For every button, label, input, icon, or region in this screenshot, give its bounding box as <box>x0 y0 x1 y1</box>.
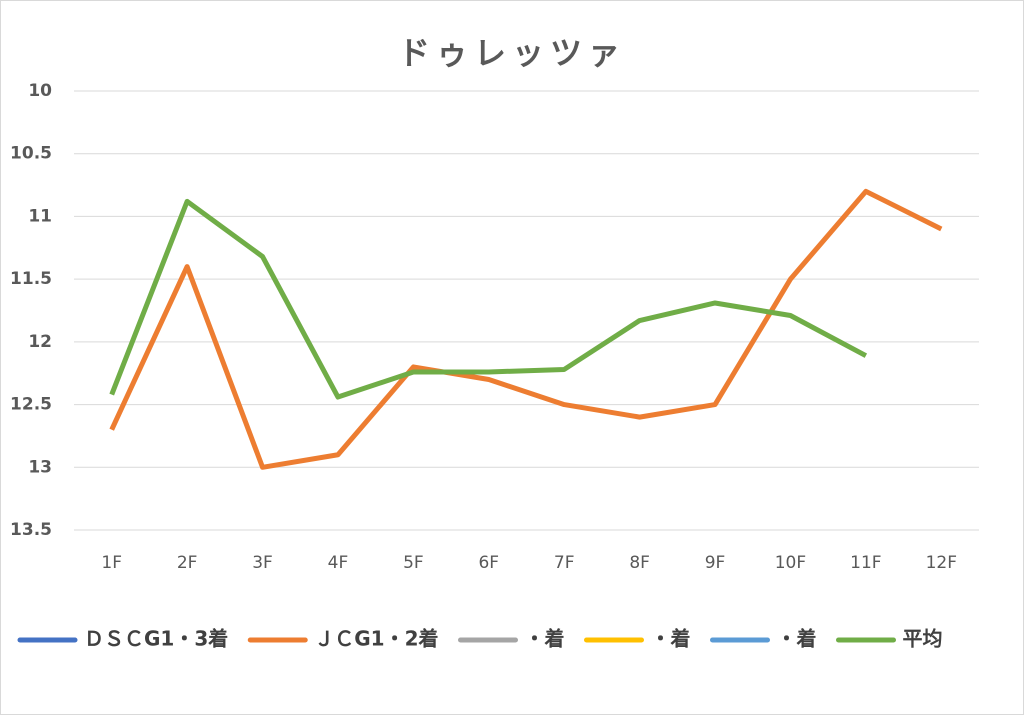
x-tick-label: 12F <box>926 553 957 573</box>
x-tick-label: 3F <box>252 553 273 573</box>
chart-title: ドゥレッツァ <box>398 34 626 72</box>
x-tick-label: 7F <box>554 553 575 573</box>
y-tick-label: 11.5 <box>10 269 52 289</box>
x-tick-label: 1F <box>101 553 122 573</box>
y-tick-label: 13.5 <box>10 520 52 540</box>
legend-label: ・着 <box>777 627 817 651</box>
x-tick-label: 11F <box>850 553 881 573</box>
y-tick-label: 12 <box>28 332 52 352</box>
x-tick-label: 5F <box>403 553 424 573</box>
legend-label: ・着 <box>525 627 565 651</box>
x-tick-label: 8F <box>629 553 650 573</box>
x-tick-label: 10F <box>775 553 806 573</box>
legend-label: ＪＣG1・2着 <box>314 627 438 651</box>
y-tick-label: 10 <box>28 81 52 101</box>
y-tick-label: 10.5 <box>10 144 52 164</box>
x-tick-label: 9F <box>705 553 726 573</box>
legend-label: ・着 <box>651 627 691 651</box>
y-tick-label: 13 <box>28 457 52 477</box>
series-line <box>109 188 943 470</box>
legend-label: ＤＳＣG1・3着 <box>84 627 228 651</box>
y-tick-label: 11 <box>28 206 52 226</box>
x-tick-label: 4F <box>328 553 349 573</box>
x-tick-label: 2F <box>177 553 198 573</box>
series-line <box>109 198 868 400</box>
y-tick-label: 12.5 <box>10 395 52 415</box>
legend-label: 平均 <box>903 627 943 651</box>
x-tick-label: 6F <box>478 553 499 573</box>
